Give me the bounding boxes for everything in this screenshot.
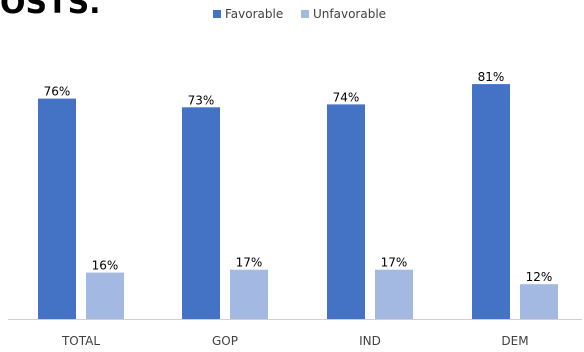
legend-swatch-unfavorable (301, 10, 309, 18)
data-label-unfavorable-dem: 12% (526, 270, 553, 284)
bar-favorable-total (38, 98, 76, 319)
data-label-unfavorable-gop: 17% (236, 256, 263, 270)
category-label-gop: GOP (212, 334, 238, 348)
legend-label-unfavorable: Unfavorable (313, 7, 386, 21)
bar-unfavorable-gop (230, 269, 268, 319)
bar-unfavorable-total (86, 272, 124, 319)
legend-label-favorable: Favorable (225, 7, 283, 21)
data-label-unfavorable-ind: 17% (381, 256, 408, 270)
category-label-dem: DEM (501, 334, 528, 348)
data-label-favorable-dem: 81% (478, 70, 505, 84)
data-label-unfavorable-total: 16% (92, 259, 119, 273)
category-label-total: TOTAL (61, 334, 100, 348)
data-label-favorable-ind: 74% (333, 90, 360, 104)
legend-swatch-favorable (213, 10, 221, 18)
data-label-favorable-gop: 73% (188, 93, 215, 107)
bar-unfavorable-dem (520, 284, 558, 319)
bar-unfavorable-ind (375, 269, 413, 319)
bar-favorable-dem (472, 84, 510, 319)
category-label-ind: IND (359, 334, 381, 348)
data-label-favorable-total: 76% (44, 85, 71, 99)
bar-favorable-gop (182, 107, 220, 319)
bar-favorable-ind (327, 104, 365, 320)
page-heading-fragment: OSTS. (0, 0, 101, 21)
